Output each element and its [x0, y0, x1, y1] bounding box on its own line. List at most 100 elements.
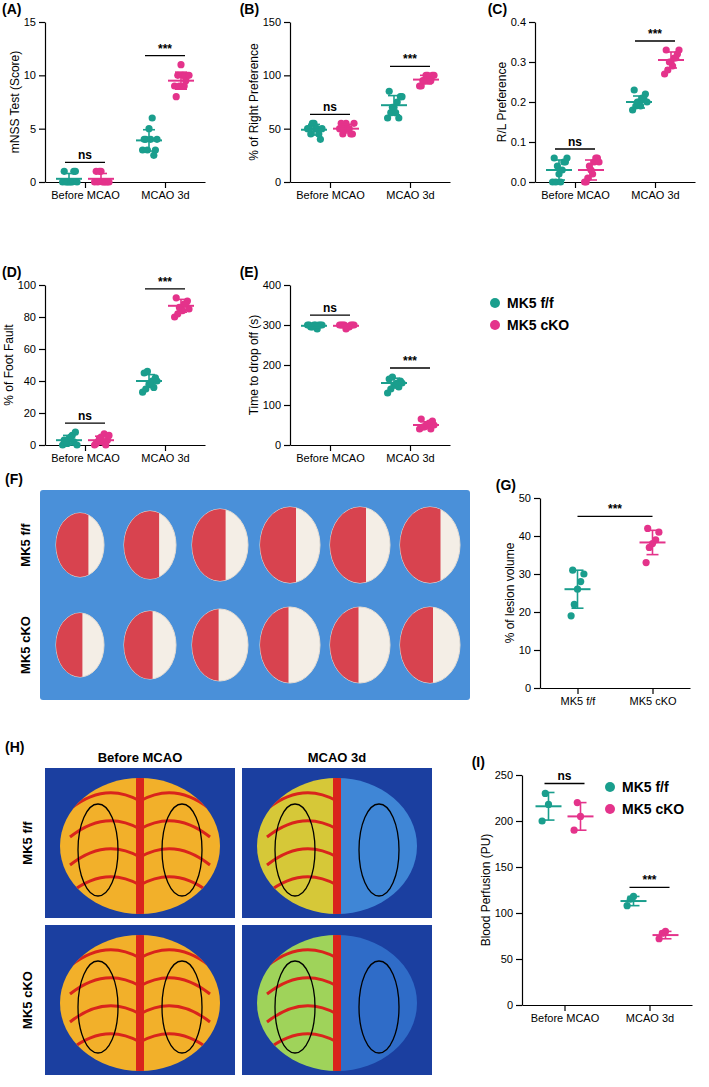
error-bar-cap: [175, 299, 187, 301]
x-tick: MCAO 3d: [141, 182, 189, 201]
y-tick: 0.0: [511, 176, 535, 188]
roi-outline: [78, 804, 118, 896]
error-bar: [420, 75, 432, 84]
viable-tissue: [124, 611, 153, 679]
data-point: [147, 136, 154, 143]
legend-item: MK5 f/f: [490, 295, 554, 311]
error-bar: [175, 72, 187, 89]
tick-label: MCAO 3d: [386, 189, 434, 201]
chart-panel: 050100150200250Before MCAOMCAO 3dBlood P…: [472, 754, 693, 1024]
chart-panel: 051015Before MCAOMCAO 3dmNSS Test (Score…: [2, 1, 206, 201]
error-bar: [95, 436, 107, 444]
error-bar-cap: [95, 435, 107, 437]
perfusion-image: [45, 768, 235, 918]
y-tick: 100: [263, 69, 290, 81]
tick-mark: [516, 913, 522, 914]
y-tick: 0: [525, 682, 540, 694]
error-bar-cap: [575, 829, 587, 831]
legend-label: MK5 cKO: [622, 801, 684, 817]
error-bar-cap: [420, 83, 432, 85]
error-bar-stem: [638, 96, 640, 108]
axis-line: [290, 23, 291, 183]
row-label: MK5 f/f: [18, 523, 33, 567]
data-point: [643, 559, 650, 566]
tick-mark: [529, 22, 535, 23]
vessel: [70, 1006, 140, 1022]
error-bar: [175, 299, 187, 312]
x-tick: MCAO 3d: [141, 445, 189, 464]
y-tick: 0.2: [511, 96, 535, 108]
row-label: MK5 cKO: [18, 616, 33, 674]
error-bar-cap: [628, 896, 640, 898]
perfusion-area: [337, 778, 417, 914]
axis-line: [291, 182, 451, 183]
error-bar-cap: [647, 529, 659, 531]
legend-item: MK5 cKO: [605, 801, 684, 817]
tick-mark: [85, 182, 86, 188]
error-bar-cap: [388, 95, 400, 97]
error-bar-cap: [143, 374, 155, 376]
image-panel: (F)MK5 f/fMK5 cKO: [5, 471, 470, 700]
brain-slice: [330, 507, 390, 583]
legend-item: MK5 f/f: [605, 779, 669, 795]
error-bar: [143, 375, 155, 388]
axis-line: [291, 445, 451, 446]
error-bar-cap: [95, 183, 107, 185]
error-bar: [420, 422, 432, 428]
viable-tissue: [124, 511, 159, 579]
error-bar-stem: [345, 124, 347, 133]
x-tick: MCAO 3d: [626, 1005, 674, 1024]
tick-mark: [534, 612, 540, 613]
x-tick: MK5 f/f: [561, 688, 597, 707]
axis-line: [45, 286, 46, 446]
error-bar-stem: [590, 160, 592, 180]
error-bar-cap: [553, 179, 565, 181]
brain-perfusion: [257, 935, 417, 1071]
roi-outline: [275, 961, 315, 1053]
tick-label: 400: [263, 279, 281, 291]
data-point: [144, 146, 151, 153]
tick-mark: [516, 959, 522, 960]
error-bar-stem: [670, 52, 672, 68]
tick-label: 0.1: [511, 136, 526, 148]
tick-mark: [410, 445, 411, 451]
error-bar-cap: [575, 802, 587, 804]
axis-line: [540, 499, 541, 689]
error-bar-stem: [100, 173, 102, 184]
tick-label: Before MCAO: [296, 452, 365, 464]
marks: [546, 46, 684, 185]
error-bar-cap: [388, 114, 400, 116]
error-bar: [95, 173, 107, 184]
y-tick: 5: [30, 123, 45, 135]
error-bar-stem: [558, 160, 560, 180]
x-axis: Before MCAOMCAO 3d: [523, 1005, 693, 1024]
significance-label: ns: [568, 135, 582, 149]
data-point: [350, 120, 357, 127]
error-bar: [308, 324, 320, 327]
error-bar-stem: [148, 130, 150, 151]
y-tick: 0.4: [511, 16, 535, 28]
tick-mark: [534, 688, 540, 689]
error-bar-cap: [665, 51, 677, 53]
legend-swatch: [605, 782, 615, 792]
vessel: [140, 1006, 210, 1022]
brain-perfusion: [257, 778, 417, 914]
tick-label: 150: [495, 861, 513, 873]
tick-mark: [284, 405, 290, 406]
y-tick: 15: [24, 16, 45, 28]
error-bar-stem: [425, 422, 427, 428]
tick-label: 0.0: [511, 176, 526, 188]
data-point: [179, 307, 186, 314]
error-bar-cap: [308, 124, 320, 126]
tick-label: Before MCAO: [51, 452, 120, 464]
tick-mark: [284, 325, 290, 326]
roi-outline: [162, 961, 202, 1053]
y-tick: 50: [269, 123, 290, 135]
tick-label: 100: [263, 69, 281, 81]
viable-tissue: [192, 609, 219, 681]
x-axis: Before MCAOMCAO 3d: [291, 182, 451, 201]
tick-label: Before MCAO: [51, 189, 120, 201]
error-bar-stem: [633, 896, 635, 905]
x-axis: MK5 f/fMK5 cKO: [541, 688, 691, 707]
data-point: [347, 130, 354, 137]
